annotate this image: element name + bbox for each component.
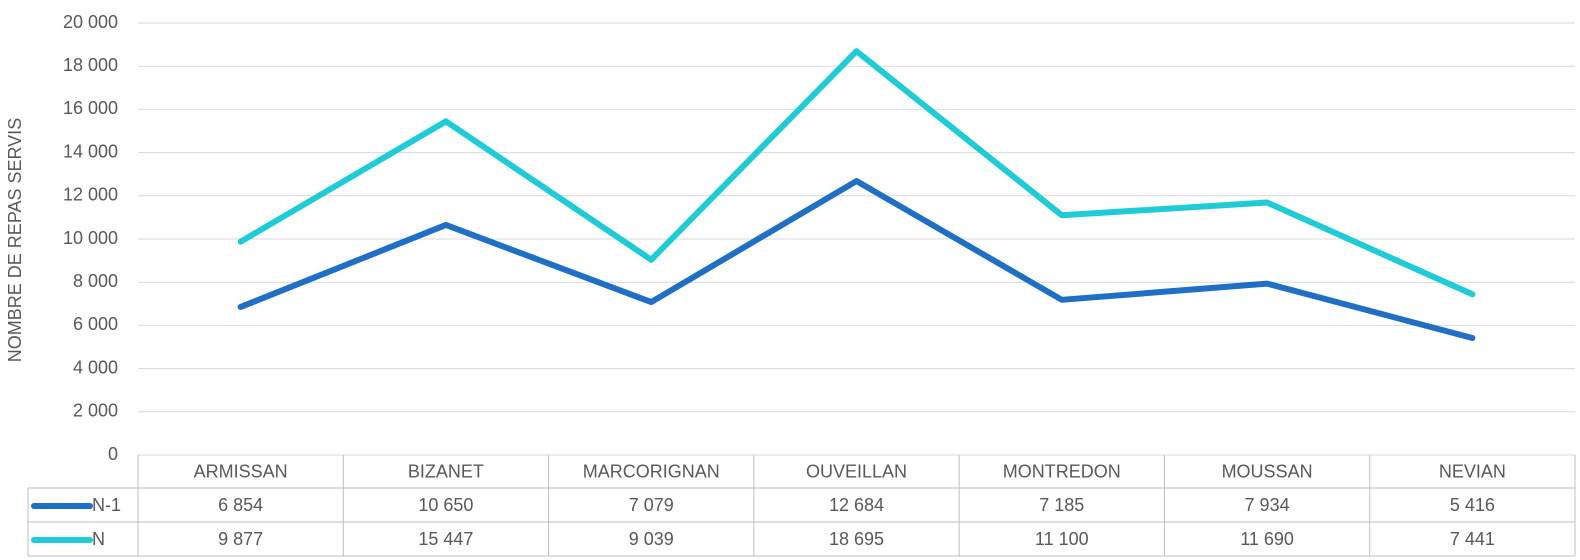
y-tick-label: 14 000 bbox=[63, 141, 118, 161]
table-value: 11 690 bbox=[1240, 529, 1294, 549]
legend-label: N bbox=[92, 529, 105, 549]
x-tick-label: NEVIAN bbox=[1439, 461, 1506, 481]
y-tick-label: 4 000 bbox=[73, 357, 118, 377]
table-value: 9 039 bbox=[629, 529, 674, 549]
line-series bbox=[237, 178, 1476, 342]
y-axis-label: NOMBRE DE REPAS SERVIS bbox=[5, 118, 25, 362]
y-tick-label: 20 000 bbox=[63, 12, 118, 32]
table-value: 5 416 bbox=[1450, 495, 1495, 515]
table-value: 7 441 bbox=[1450, 529, 1495, 549]
y-tick-label: 8 000 bbox=[73, 271, 118, 291]
table-value: 18 695 bbox=[829, 529, 884, 549]
y-tick-label: 2 000 bbox=[73, 401, 118, 421]
table-value: 7 185 bbox=[1039, 495, 1084, 515]
x-tick-label: OUVEILLAN bbox=[806, 461, 907, 481]
x-tick-label: BIZANET bbox=[408, 461, 484, 481]
table-value: 10 650 bbox=[418, 495, 473, 515]
y-tick-label: 6 000 bbox=[73, 314, 118, 334]
y-tick-label: 10 000 bbox=[63, 228, 118, 248]
legend-label: N-1 bbox=[92, 495, 121, 515]
x-tick-label: MONTREDON bbox=[1003, 461, 1121, 481]
y-tick-label: 12 000 bbox=[63, 185, 118, 205]
table-value: 9 877 bbox=[218, 529, 263, 549]
line-series bbox=[237, 48, 1476, 298]
y-tick-label: 16 000 bbox=[63, 98, 118, 118]
x-tick-label: MARCORIGNAN bbox=[583, 461, 720, 481]
table-value: 7 079 bbox=[629, 495, 674, 515]
table-value: 11 100 bbox=[1035, 529, 1089, 549]
y-tick-label: 0 bbox=[108, 444, 118, 464]
table-value: 12 684 bbox=[829, 495, 884, 515]
y-tick-label: 18 000 bbox=[63, 55, 118, 75]
x-tick-label: MOUSSAN bbox=[1222, 461, 1313, 481]
x-tick-label: ARMISSAN bbox=[194, 461, 288, 481]
table-value: 15 447 bbox=[418, 529, 473, 549]
table-value: 7 934 bbox=[1245, 495, 1290, 515]
table-value: 6 854 bbox=[218, 495, 263, 515]
